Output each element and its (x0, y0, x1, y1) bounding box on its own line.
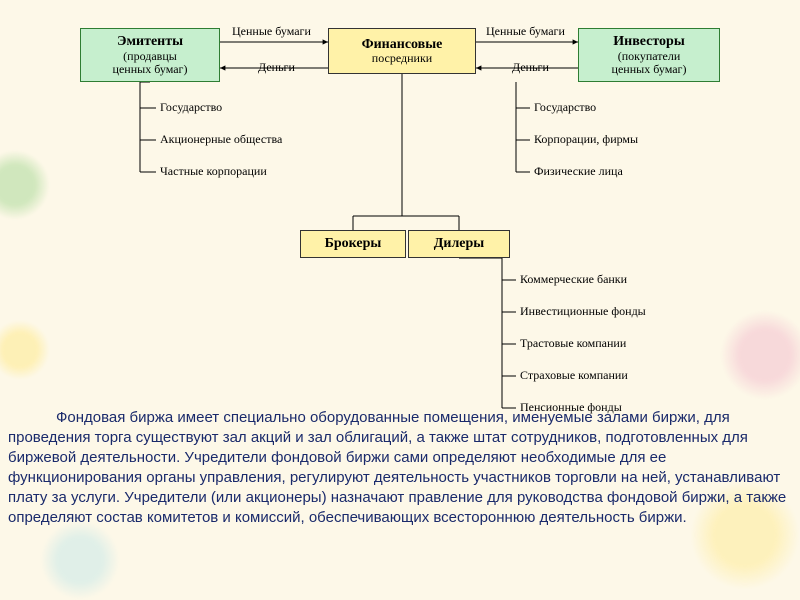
flow-label-sec2: Ценные бумаги (486, 24, 565, 39)
dealer-list-item: Трастовые компании (520, 336, 626, 351)
issuer-list-item: Акционерные общества (160, 132, 282, 147)
body-paragraph: Фондовая биржа имеет специально оборудов… (8, 408, 788, 528)
issuer-list-item: Частные корпорации (160, 164, 267, 179)
flower-deco (40, 520, 120, 600)
investor-list-item: Физические лица (534, 164, 623, 179)
box-finint: Финансовыепосредники (328, 28, 476, 74)
box-dealers: Дилеры (408, 230, 510, 258)
flower-deco (0, 320, 50, 380)
box-issuers: Эмитенты(продавцыценных бумаг) (80, 28, 220, 82)
flower-deco (720, 310, 800, 400)
dealer-list-item: Страховые компании (520, 368, 628, 383)
flow-label-sec1: Ценные бумаги (232, 24, 311, 39)
dealer-list-item: Коммерческие банки (520, 272, 627, 287)
investor-list-item: Государство (534, 100, 596, 115)
flow-label-mon1: Деньги (258, 60, 295, 75)
box-brokers: Брокеры (300, 230, 406, 258)
flow-label-mon2: Деньги (512, 60, 549, 75)
flower-deco (0, 150, 50, 220)
investor-list-item: Корпорации, фирмы (534, 132, 638, 147)
issuer-list-item: Государство (160, 100, 222, 115)
box-investors: Инвесторы(покупателиценных бумаг) (578, 28, 720, 82)
dealer-list-item: Инвестиционные фонды (520, 304, 646, 319)
